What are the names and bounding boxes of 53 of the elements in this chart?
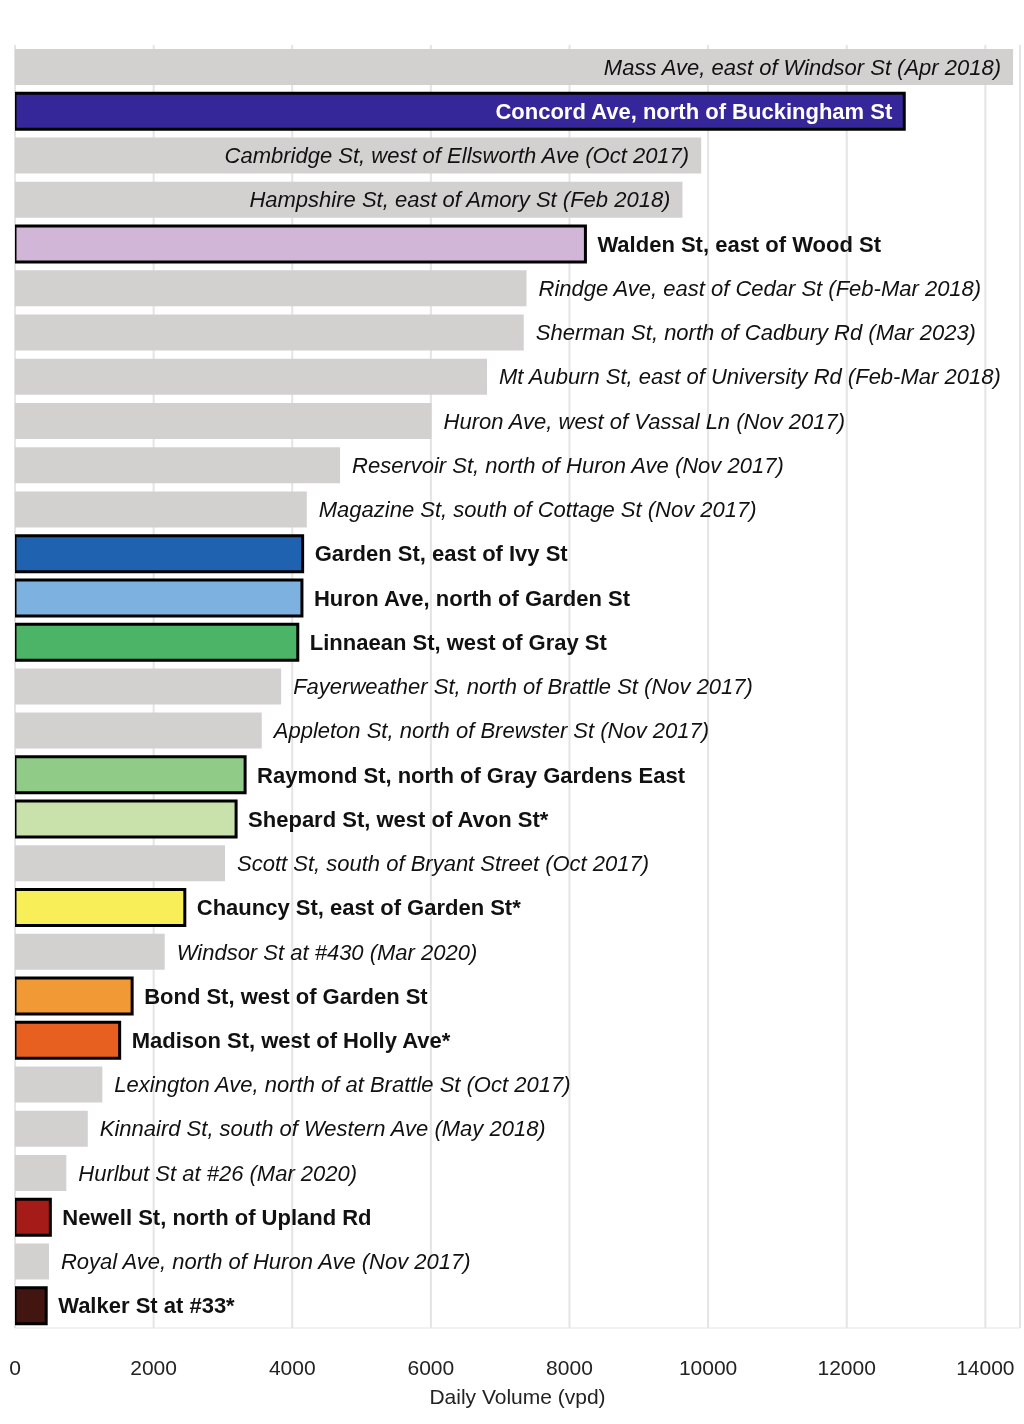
bar	[15, 712, 262, 749]
y-tick-label: Mass Ave, east of Windsor St (Apr 2018)	[603, 54, 1002, 80]
x-tick-label: 0	[9, 1355, 21, 1379]
y-tick-label: Royal Ave, north of Huron Ave (Nov 2017)	[60, 1249, 471, 1275]
bar	[15, 1110, 88, 1147]
x-axis-title: Daily Volume (vpd)	[429, 1385, 606, 1408]
bar	[15, 1066, 103, 1103]
x-tick-label: 8000	[546, 1355, 593, 1379]
y-tick-label: Appleton St, north of Brewster St (Nov 2017)	[271, 718, 710, 744]
y-tick-label: Hurlbut St at #26 (Mar 2020)	[78, 1160, 358, 1186]
y-tick-label: Lexington Ave, north of at Brattle St (Oct 2017)	[114, 1072, 571, 1098]
y-tick-label: Linnaean St, west of Gray St	[309, 629, 608, 655]
bar	[15, 668, 282, 705]
x-tick-label: 4000	[268, 1355, 316, 1379]
x-tick-label: 10000	[678, 1355, 738, 1379]
y-tick-label: Sherman St, north of Cadbury Rd (Mar 2023)	[535, 320, 976, 346]
y-tick-label: Scott St, south of Bryant Street (Oct 2017)	[237, 851, 650, 877]
bar	[15, 314, 524, 351]
y-tick-label: Walker St at #33*	[58, 1293, 236, 1319]
y-tick-label: Magazine St, south of Cottage St (Nov 2017)	[318, 497, 757, 523]
bar	[15, 845, 226, 882]
y-tick-label: Madison St, west of Holly Ave*	[131, 1028, 451, 1054]
bar	[15, 358, 487, 395]
bar	[15, 270, 527, 307]
y-tick-label: Chauncy St, east of Garden St*	[196, 895, 522, 921]
x-tick-label: 12000	[817, 1355, 876, 1379]
y-tick-label: Hampshire St, east of Amory St (Feb 2018)	[249, 187, 671, 213]
y-tick-label: Windsor St at #430 (Mar 2020)	[176, 939, 478, 965]
bar	[15, 1243, 49, 1280]
y-tick-label: Bond St, west of Garden St	[144, 983, 429, 1009]
bar	[15, 1155, 67, 1192]
y-tick-label: Rindge Ave, east of Cedar St (Feb-Mar 2018)	[538, 275, 982, 301]
y-tick-label: Raymond St, north of Gray Gardens East	[257, 762, 686, 788]
y-tick-label: Reservoir St, north of Huron Ave (Nov 2017)	[352, 452, 784, 478]
bar	[15, 491, 307, 528]
y-tick-label: Mt Auburn St, east of University Rd (Feb-Mar 2018)	[499, 364, 1001, 390]
y-tick-label: Walden St, east of Wood St	[597, 231, 882, 257]
bar	[15, 447, 341, 484]
y-tick-label: Garden St, east of Ivy St	[314, 541, 569, 567]
y-tick-label: Shepard St, west of Avon St*	[248, 806, 549, 832]
y-tick-label: Huron Ave, north of Garden St	[313, 585, 631, 611]
bar	[15, 402, 432, 439]
y-tick-label: Newell St, north of Upland Rd	[62, 1204, 372, 1230]
y-tick-label: Kinnaird St, south of Western Ave (May 2018)	[99, 1116, 546, 1142]
y-tick-label: Huron Ave, west of Vassal Ln (Nov 2017)	[443, 408, 846, 434]
x-tick-label: 6000	[407, 1355, 455, 1379]
x-tick-label: 14000	[956, 1355, 1015, 1379]
y-tick-label: Concord Ave, north of Buckingham St	[495, 98, 893, 124]
bar	[15, 933, 165, 970]
y-tick-label: Cambridge St, west of Ellsworth Ave (Oct 2017)	[224, 143, 690, 169]
y-tick-label: Fayerweather St, north of Brattle St (Nov 2017)	[293, 674, 753, 700]
x-tick-label: 2000	[130, 1355, 177, 1379]
bar	[15, 49, 1014, 85]
